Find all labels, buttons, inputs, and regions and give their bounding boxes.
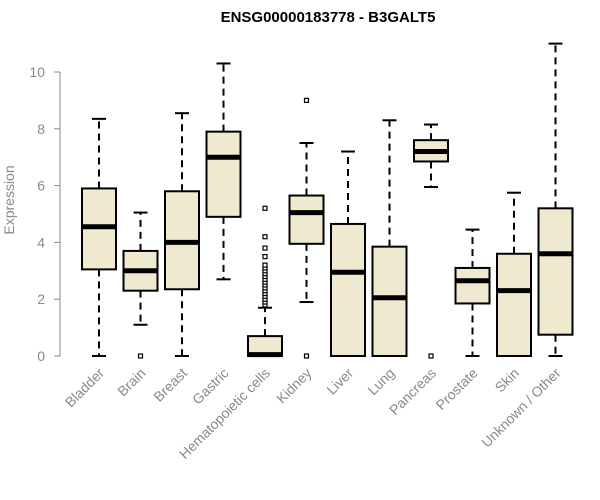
outlier-point — [428, 353, 434, 359]
box-iqr — [537, 207, 574, 336]
x-tick-label: Skin — [492, 365, 523, 396]
box-iqr — [288, 194, 325, 245]
x-tick-label: Liver — [323, 365, 356, 398]
y-tick-label: 6 — [37, 178, 45, 194]
y-tick-label: 8 — [37, 121, 45, 137]
box-iqr — [454, 266, 491, 305]
box-brain — [122, 211, 159, 359]
x-tick-label: Unknown / Other — [478, 365, 564, 451]
y-axis-label: Expression — [1, 165, 17, 234]
x-tick-label: Kidney — [273, 365, 315, 407]
box-breast — [164, 112, 200, 357]
x-tick-label: Prostate — [432, 365, 480, 413]
outlier-point — [262, 262, 268, 268]
y-tick-label: 10 — [29, 64, 45, 80]
box-skin — [496, 191, 532, 357]
box-liver — [330, 150, 366, 357]
box-unknown-other — [537, 42, 574, 357]
x-tick-label: Brain — [114, 365, 148, 399]
x-tick-label: Bladder — [62, 365, 108, 411]
box-kidney — [288, 97, 325, 359]
box-iqr — [330, 222, 366, 357]
outlier-point — [262, 254, 268, 260]
box-lung — [371, 119, 408, 357]
box-pancreas — [413, 123, 449, 359]
box-iqr — [205, 130, 242, 218]
box-prostate — [454, 228, 491, 357]
outlier-point — [303, 353, 310, 359]
box-bladder — [81, 117, 117, 357]
box-iqr — [496, 252, 532, 357]
box-gastric — [205, 62, 242, 281]
box-hematopoietic-cells — [247, 205, 283, 358]
y-tick-label: 0 — [37, 348, 45, 364]
outlier-point — [262, 205, 268, 211]
outlier-point — [137, 353, 144, 359]
y-tick-label: 2 — [37, 291, 45, 307]
y-tick-label: 4 — [37, 234, 45, 250]
y-axis: 0 2 4 6 8 10 — [29, 64, 61, 364]
x-tick-label: Breast — [150, 365, 190, 405]
chart-title: ENSG00000183778 - B3GALT5 — [221, 9, 436, 26]
outlier-point — [303, 97, 310, 104]
x-tick-label: Lung — [364, 365, 397, 398]
box-iqr — [371, 245, 408, 357]
outlier-point — [262, 234, 268, 240]
outlier-point — [262, 245, 268, 251]
plot-area — [81, 42, 574, 359]
